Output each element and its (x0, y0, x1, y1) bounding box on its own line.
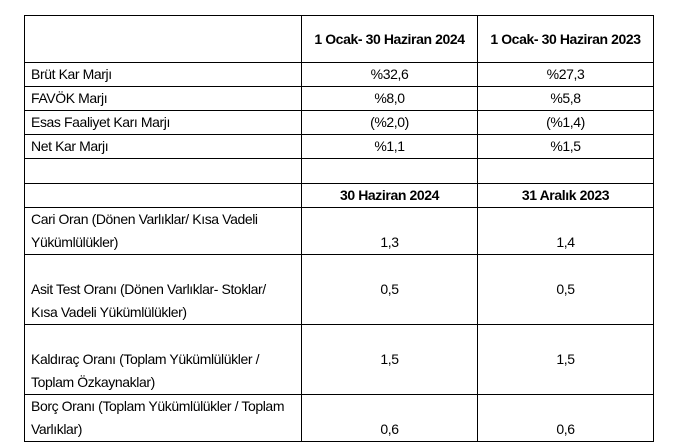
value-2024: %1,1 (301, 134, 478, 159)
header-jun-2024: 30 Haziran 2024 (301, 183, 478, 208)
empty-cell (301, 158, 478, 184)
row-label: Esas Faaliyet Karı Marjı (24, 110, 302, 135)
row-label: Brüt Kar Marjı (24, 62, 302, 87)
header-empty-cell (24, 183, 302, 208)
value-2024: (%2,0) (301, 110, 478, 135)
value-2024: 0,6 (301, 394, 478, 442)
table-row: Net Kar Marjı %1,1 %1,5 (24, 134, 654, 159)
table-row: Borç Oranı (Toplam Yükümlülükler / Topla… (24, 394, 654, 442)
value-2023: 1,4 (477, 207, 654, 255)
table-row: Cari Oran (Dönen Varlıklar/ Kısa Vadeli … (24, 207, 654, 255)
value-2023: (%1,4) (477, 110, 654, 135)
row-label: Cari Oran (Dönen Varlıklar/ Kısa Vadeli … (24, 207, 302, 255)
row-label: FAVÖK Marjı (24, 86, 302, 111)
header-2023: 1 Ocak- 30 Haziran 2023 (477, 15, 654, 63)
empty-cell (24, 158, 302, 184)
table-row: Kaldıraç Oranı (Toplam Yükümlülükler / T… (24, 324, 654, 395)
row-label: Asit Test Oranı (Dönen Varlıklar- Stokla… (24, 254, 302, 325)
header-dec-2023: 31 Aralık 2023 (477, 183, 654, 208)
value-2023: %27,3 (477, 62, 654, 87)
table-row: FAVÖK Marjı %8,0 %5,8 (24, 86, 654, 111)
value-2024: %8,0 (301, 86, 478, 111)
value-2023: 0,5 (477, 254, 654, 325)
row-label: Borç Oranı (Toplam Yükümlülükler / Topla… (24, 394, 302, 442)
row-label: Net Kar Marjı (24, 134, 302, 159)
value-2023: %1,5 (477, 134, 654, 159)
value-2023: 1,5 (477, 324, 654, 395)
header-2024: 1 Ocak- 30 Haziran 2024 (301, 15, 478, 63)
date-header-row: 30 Haziran 2024 31 Aralık 2023 (24, 183, 654, 208)
value-2024: 1,5 (301, 324, 478, 395)
table-row: Asit Test Oranı (Dönen Varlıklar- Stokla… (24, 254, 654, 325)
financial-ratios-table: 1 Ocak- 30 Haziran 2024 1 Ocak- 30 Hazir… (24, 15, 654, 442)
spacer-row (24, 158, 654, 184)
empty-cell (477, 158, 654, 184)
table-row: Brüt Kar Marjı %32,6 %27,3 (24, 62, 654, 87)
value-2024: 1,3 (301, 207, 478, 255)
table-row: Esas Faaliyet Karı Marjı (%2,0) (%1,4) (24, 110, 654, 135)
value-2024: %32,6 (301, 62, 478, 87)
row-label: Kaldıraç Oranı (Toplam Yükümlülükler / T… (24, 324, 302, 395)
value-2023: 0,6 (477, 394, 654, 442)
period-header-row: 1 Ocak- 30 Haziran 2024 1 Ocak- 30 Hazir… (24, 15, 654, 63)
value-2023: %5,8 (477, 86, 654, 111)
header-empty-cell (24, 15, 302, 63)
value-2024: 0,5 (301, 254, 478, 325)
